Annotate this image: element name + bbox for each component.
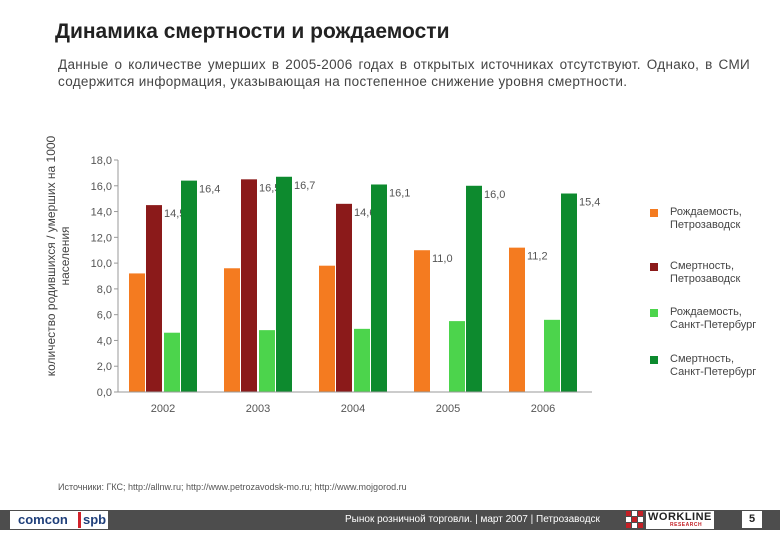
bar-3-2005 (449, 321, 465, 392)
workline-logo-subtext: RESEARCH (670, 522, 703, 528)
y-tick-label: 8,0 (97, 284, 112, 296)
x-tick-label: 2004 (341, 403, 365, 415)
y-tick-label: 0,0 (97, 387, 112, 399)
footer-caption: Рынок розничной торговли. | март 2007 | … (345, 514, 600, 525)
bar-3-2006 (544, 319, 560, 392)
bar-3-2002 (164, 332, 180, 392)
legend-swatch (650, 309, 658, 317)
data-label: 15,4 (579, 197, 600, 209)
bar-4-2002 (181, 180, 197, 392)
y-tick-label: 12,0 (91, 232, 112, 244)
bar-1-2003 (224, 268, 240, 392)
x-tick-label: 2006 (531, 403, 555, 415)
bar-1-2006 (509, 247, 525, 392)
bar-2-2004 (336, 203, 352, 392)
bar-1-2002 (129, 273, 145, 392)
x-tick-label: 2002 (151, 403, 175, 415)
comcon-logo (10, 511, 108, 529)
data-label: 16,5 (259, 182, 280, 194)
legend-label: Рождаемость, Санкт-Петербург (670, 306, 757, 331)
y-tick-label: 14,0 (91, 207, 112, 219)
legend-swatch (650, 209, 658, 217)
legend-label: Смертность, Санкт-Петербург (670, 353, 757, 378)
y-tick-label: 2,0 (97, 361, 112, 373)
workline-logo (646, 511, 714, 529)
bar-1-2004 (319, 265, 335, 392)
bar-3-2003 (259, 330, 275, 392)
data-label: 16,7 (294, 180, 315, 192)
comcon-logo-text: comcon (18, 512, 68, 527)
data-label: 16,4 (199, 184, 220, 196)
bar-4-2005 (466, 185, 482, 392)
logo-separator (78, 512, 81, 528)
description-text: Данные о количестве умерших в 2005-2006 … (58, 57, 750, 89)
source-text: Источники: ГКС; http://allnw.ru; http://… (58, 482, 407, 492)
page-number: 5 (742, 511, 762, 528)
bar-2-2003 (241, 179, 257, 392)
bar-1-2005 (414, 250, 430, 392)
x-tick-label: 2003 (246, 403, 270, 415)
workline-logo-text: WORKLINE (648, 511, 712, 523)
bar-4-2006 (561, 193, 577, 392)
y-tick-label: 10,0 (91, 258, 112, 270)
legend-label: Смертность, Петрозаводск (670, 260, 741, 285)
page-title: Динамика смертности и рождаемости (55, 20, 450, 43)
footer-bar (0, 510, 780, 530)
data-label: 16,0 (484, 189, 505, 201)
data-label: 16,1 (389, 187, 410, 199)
x-tick-label: 2005 (436, 403, 460, 415)
data-label: 11,0 (432, 253, 453, 265)
workline-grid-icon (626, 511, 643, 528)
legend-swatch (650, 356, 658, 364)
y-tick-label: 6,0 (97, 310, 112, 322)
bar-2-2002 (146, 205, 162, 392)
legend-swatch (650, 263, 658, 271)
bar-3-2004 (354, 328, 370, 392)
data-label: 11,2 (527, 251, 548, 263)
data-label: 14,5 (164, 208, 185, 220)
bar-4-2003 (276, 176, 292, 392)
bar-4-2004 (371, 184, 387, 392)
data-label: 14,6 (354, 207, 375, 219)
y-tick-label: 18,0 (91, 155, 112, 167)
y-tick-label: 16,0 (91, 181, 112, 193)
legend-label: Рождаемость, Петрозаводск (670, 206, 742, 231)
spb-logo-text: spb (83, 512, 107, 527)
y-tick-label: 4,0 (97, 335, 112, 347)
